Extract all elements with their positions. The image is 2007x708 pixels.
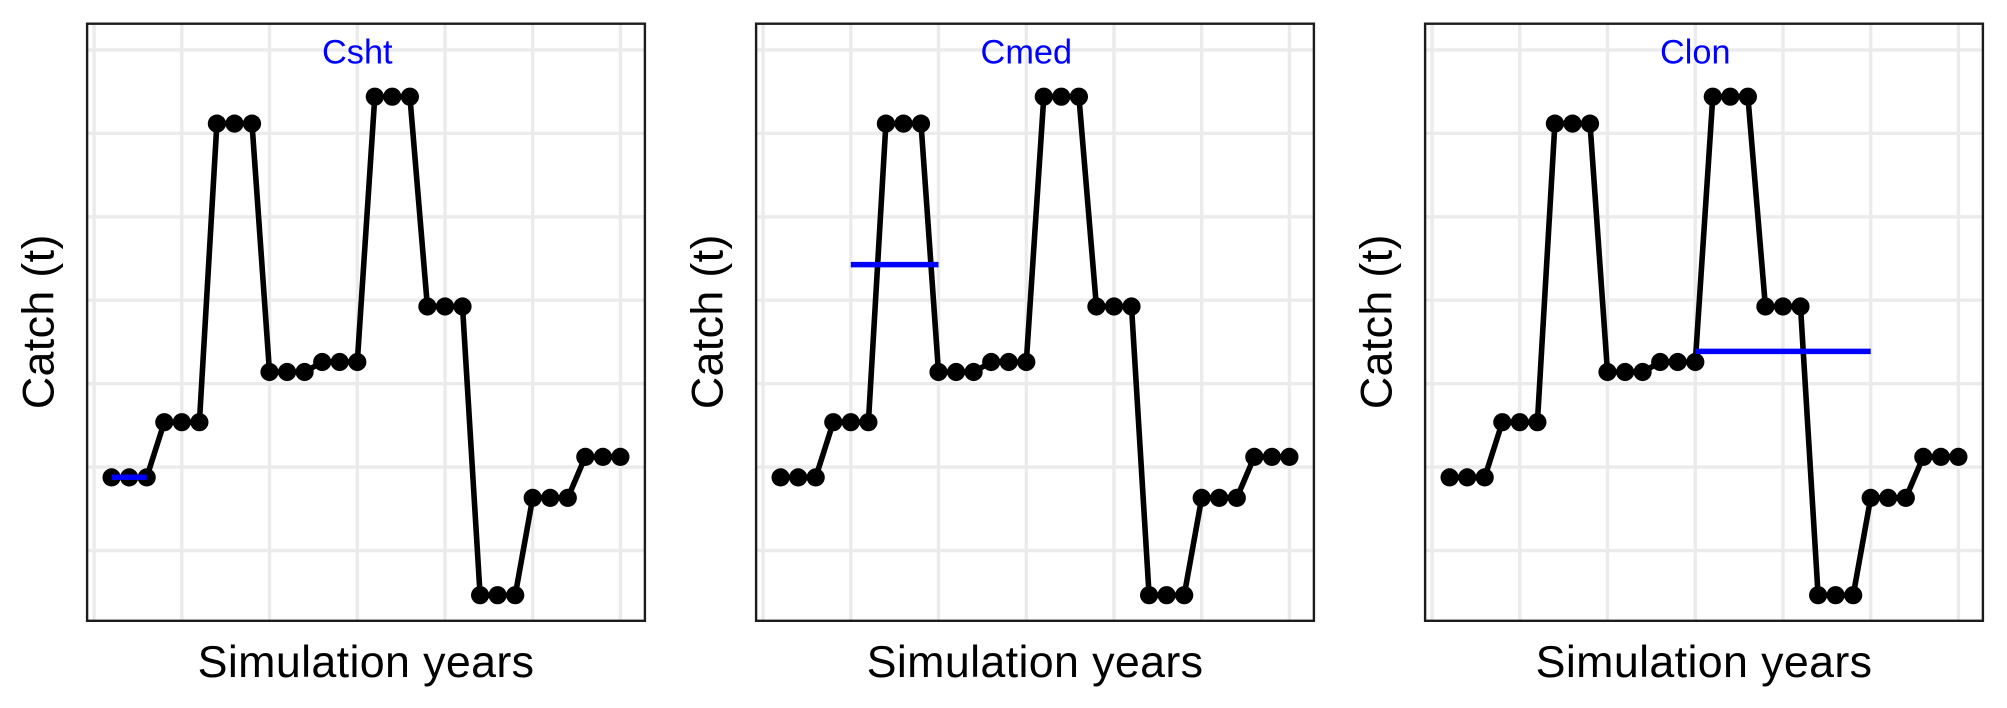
svg-text:Simulation years: Simulation years xyxy=(867,637,1204,687)
svg-text:Cmed: Cmed xyxy=(981,34,1073,72)
svg-text:Csht: Csht xyxy=(322,34,393,72)
svg-text:Catch (t): Catch (t) xyxy=(14,234,64,409)
svg-text:Clon: Clon xyxy=(1660,34,1731,72)
svg-text:Simulation years: Simulation years xyxy=(1536,637,1873,687)
svg-text:Simulation years: Simulation years xyxy=(198,637,535,687)
svg-text:Catch (t): Catch (t) xyxy=(1352,234,1402,409)
svg-text:Catch (t): Catch (t) xyxy=(683,234,733,409)
